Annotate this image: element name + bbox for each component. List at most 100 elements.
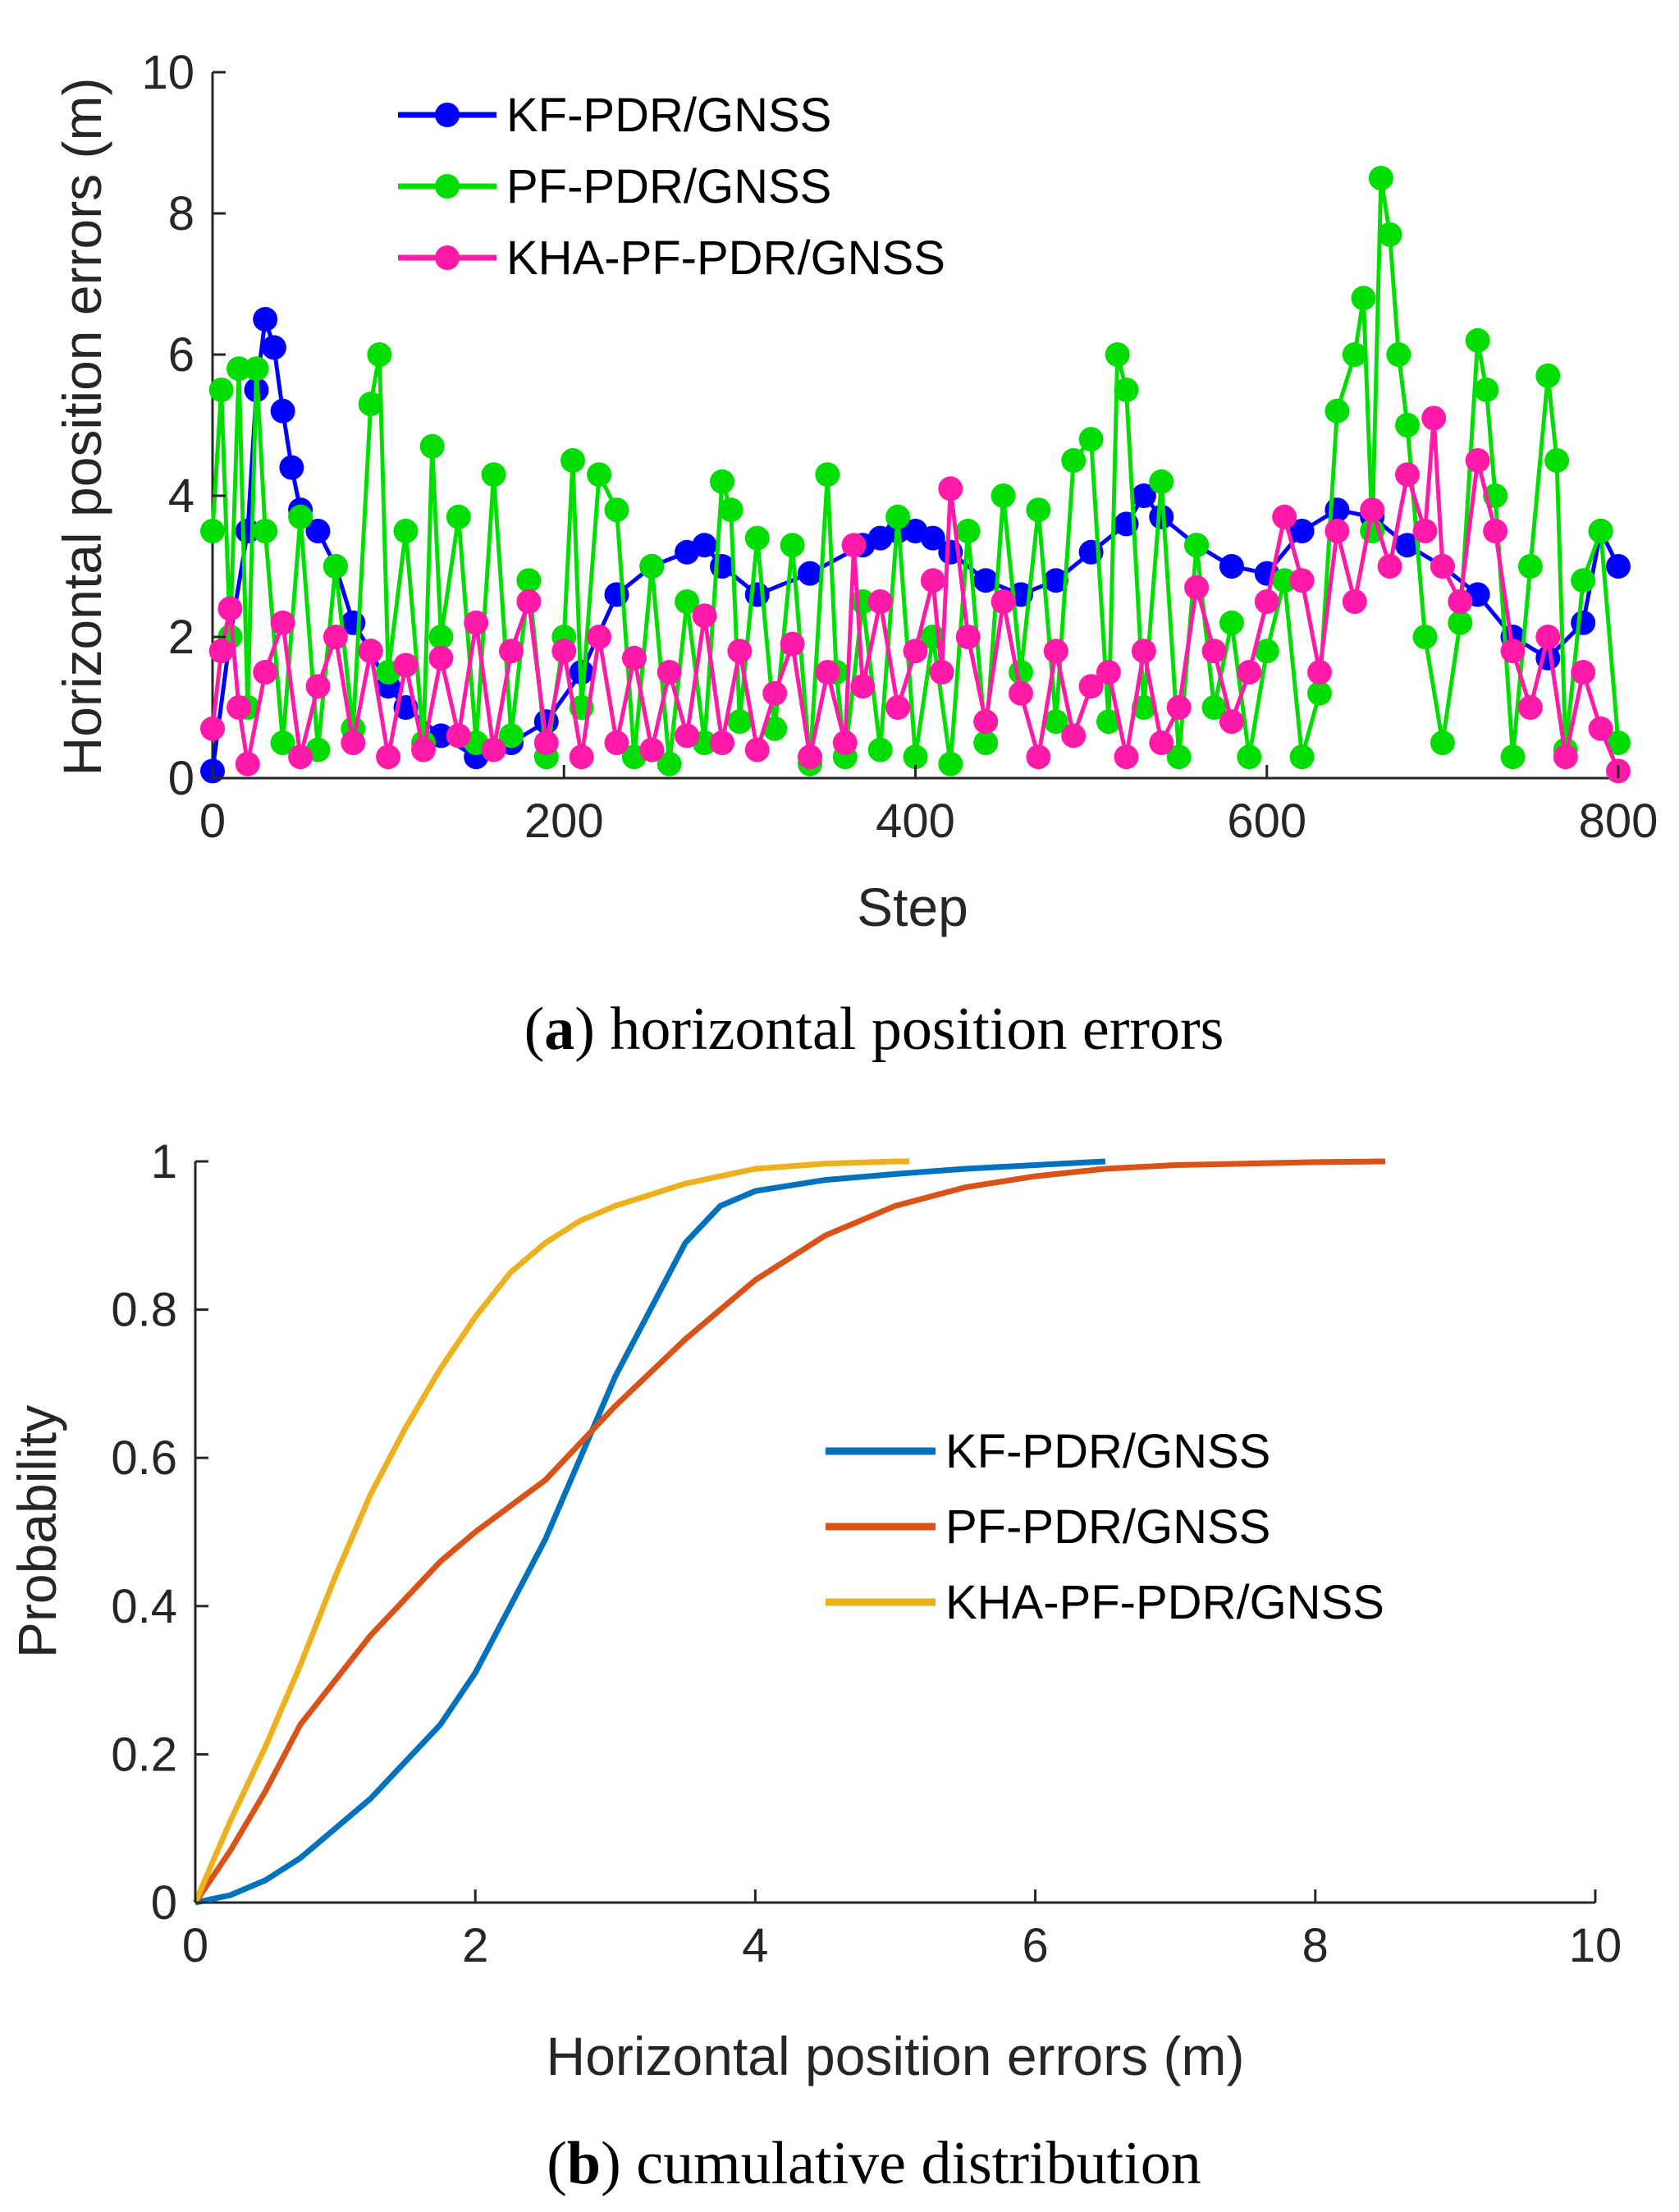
panel-a-point-kha-pf-pdr-gnss — [1421, 405, 1447, 431]
panel-a-point-pf-pdr-gnss — [560, 448, 585, 473]
panel-a-legend: KF-PDR/GNSS PF-PDR/GNSS KHA-PF-PDR/GNSS — [398, 89, 945, 285]
panel-a-point-kha-pf-pdr-gnss — [1553, 744, 1578, 770]
panel-a-point-pf-pdr-gnss — [955, 519, 981, 543]
panel-a-point-pf-pdr-gnss — [446, 504, 471, 529]
panel-a-point-kha-pf-pdr-gnss — [867, 589, 893, 614]
panel-a-point-kha-pf-pdr-gnss — [955, 625, 981, 649]
panel-b-xtick-label: 8 — [1302, 1919, 1329, 1972]
panel-a-caption-letter: a — [544, 996, 574, 1063]
panel-a-point-pf-pdr-gnss — [1009, 660, 1033, 685]
panel-a-point-kf-pdr-gnss — [1219, 554, 1244, 579]
panel-b-xtick-label: 10 — [1569, 1919, 1622, 1972]
panel-a-point-kha-pf-pdr-gnss — [411, 737, 436, 763]
panel-a-point-pf-pdr-gnss — [657, 751, 682, 776]
panel-a-point-kha-pf-pdr-gnss — [780, 631, 805, 657]
panel-a-point-kha-pf-pdr-gnss — [1517, 695, 1543, 720]
panel-a-point-pf-pdr-gnss — [639, 554, 665, 579]
panel-a-caption-text: horizontal position errors — [610, 996, 1224, 1063]
panel-a-legend-label: PF-PDR/GNSS — [506, 160, 831, 213]
panel-a-xtick-label: 600 — [1227, 795, 1306, 848]
panel-a-point-pf-pdr-gnss — [1289, 744, 1315, 770]
panel-b-legend-label: KF-PDR/GNSS — [945, 1425, 1270, 1478]
panel-a-point-kha-pf-pdr-gnss — [464, 610, 489, 635]
panel-a-point-kf-pdr-gnss — [692, 533, 717, 558]
panel-b-xtick-label: 0 — [182, 1919, 208, 1972]
panel-b-series-pf-pdr-gnss — [193, 1158, 1386, 1904]
panel-a-point-pf-pdr-gnss — [200, 519, 225, 543]
panel-b-ytick-label: 0 — [151, 1876, 177, 1930]
panel-b-legend-entry-pf-pdr-gnss: PF-PDR/GNSS — [826, 1500, 1270, 1554]
panel-a-point-kha-pf-pdr-gnss — [639, 737, 665, 763]
panel-a-point-pf-pdr-gnss — [815, 462, 840, 488]
panel-a-point-kha-pf-pdr-gnss — [1131, 639, 1156, 664]
panel-a-point-pf-pdr-gnss — [270, 730, 295, 755]
panel-a-point-kha-pf-pdr-gnss — [727, 639, 753, 664]
panel-a-point-kf-pdr-gnss — [1131, 483, 1156, 508]
panel-a-point-pf-pdr-gnss — [1386, 342, 1411, 367]
panel-a-point-pf-pdr-gnss — [718, 497, 743, 523]
panel-a-point-kf-pdr-gnss — [305, 519, 331, 543]
panel-a-point-kha-pf-pdr-gnss — [1377, 554, 1402, 579]
panel-a-point-kha-pf-pdr-gnss — [1272, 504, 1297, 529]
panel-b-cdf: 0 2 4 6 8 10 0 0.2 0.4 0.6 0.8 1 Horizontal positio… — [7, 1135, 1622, 2197]
panel-b-xtick-label: 2 — [462, 1919, 488, 1972]
panel-a-point-pf-pdr-gnss — [288, 504, 313, 529]
panel-a-point-pf-pdr-gnss — [1500, 744, 1526, 770]
panel-a-point-pf-pdr-gnss — [1571, 568, 1596, 593]
panel-a-point-kha-pf-pdr-gnss — [1254, 589, 1279, 614]
panel-a-point-pf-pdr-gnss — [1377, 222, 1402, 247]
panel-a-point-kha-pf-pdr-gnss — [762, 680, 788, 706]
panel-b-series-kf-pdr-gnss — [194, 1158, 1106, 1906]
panel-b-ytick-label: 1 — [151, 1135, 177, 1188]
panel-b-legend-label: PF-PDR/GNSS — [945, 1500, 1270, 1554]
panel-a-point-kha-pf-pdr-gnss — [1412, 519, 1438, 543]
panel-a-point-pf-pdr-gnss — [1448, 610, 1473, 635]
panel-a-point-kha-pf-pdr-gnss — [1237, 660, 1262, 685]
panel-a-point-kha-pf-pdr-gnss — [358, 639, 383, 664]
panel-a-point-kha-pf-pdr-gnss — [200, 716, 225, 741]
panel-a-point-pf-pdr-gnss — [393, 519, 419, 543]
panel-a-point-pf-pdr-gnss — [367, 342, 392, 367]
panel-a-point-kf-pdr-gnss — [279, 455, 304, 480]
panel-b-ytick-label: 0.8 — [111, 1284, 177, 1337]
panel-a-point-kha-pf-pdr-gnss — [551, 639, 577, 664]
panel-a-point-kha-pf-pdr-gnss — [973, 709, 999, 735]
panel-a-point-kha-pf-pdr-gnss — [323, 625, 348, 649]
panel-a-point-pf-pdr-gnss — [1254, 639, 1279, 664]
panel-a-point-kha-pf-pdr-gnss — [587, 625, 612, 649]
panel-b-ytick-label: 0.6 — [111, 1431, 177, 1485]
panel-a-point-pf-pdr-gnss — [244, 356, 269, 382]
panel-b-line-kha-pf-pdr-gnss — [192, 1158, 910, 1904]
panel-a-point-kha-pf-pdr-gnss — [1483, 519, 1508, 543]
panel-a-xtick-label: 800 — [1579, 795, 1658, 848]
panel-a-point-kf-pdr-gnss — [1149, 504, 1174, 529]
panel-a-point-kha-pf-pdr-gnss — [516, 589, 542, 614]
panel-a-point-pf-pdr-gnss — [903, 744, 928, 770]
panel-a-point-pf-pdr-gnss — [1412, 625, 1438, 649]
panel-a-point-kf-pdr-gnss — [261, 335, 286, 360]
panel-a-point-kha-pf-pdr-gnss — [208, 639, 234, 664]
panel-a-point-kha-pf-pdr-gnss — [744, 737, 770, 763]
panel-a-point-pf-pdr-gnss — [516, 568, 542, 593]
panel-a-point-pf-pdr-gnss — [1272, 568, 1297, 593]
panel-a-legend-entry-pf-pdr-gnss: PF-PDR/GNSS — [398, 160, 831, 213]
panel-a-xtick-label: 400 — [876, 795, 955, 848]
panel-a-legend-marker — [435, 245, 460, 270]
panel-a-point-pf-pdr-gnss — [1237, 744, 1262, 770]
panel-a-point-kha-pf-pdr-gnss — [226, 695, 252, 720]
panel-a-ytick-label: 6 — [168, 328, 194, 382]
panel-a-point-pf-pdr-gnss — [1078, 427, 1104, 452]
panel-a-xtick-label: 200 — [524, 795, 604, 848]
panel-a-point-pf-pdr-gnss — [419, 433, 445, 459]
panel-a-point-kha-pf-pdr-gnss — [1360, 497, 1385, 523]
panel-a-point-kf-pdr-gnss — [744, 582, 770, 607]
panel-a-point-pf-pdr-gnss — [1043, 709, 1068, 735]
panel-a-point-kha-pf-pdr-gnss — [675, 723, 700, 749]
panel-a-point-pf-pdr-gnss — [1026, 497, 1051, 523]
panel-a-point-pf-pdr-gnss — [1096, 709, 1121, 735]
panel-a-point-kha-pf-pdr-gnss — [990, 589, 1016, 614]
panel-b-xtick-label: 6 — [1022, 1919, 1048, 1972]
panel-a-point-kha-pf-pdr-gnss — [710, 730, 734, 755]
panel-a-point-pf-pdr-gnss — [1351, 286, 1376, 311]
panel-a-point-kha-pf-pdr-gnss — [1588, 716, 1613, 741]
